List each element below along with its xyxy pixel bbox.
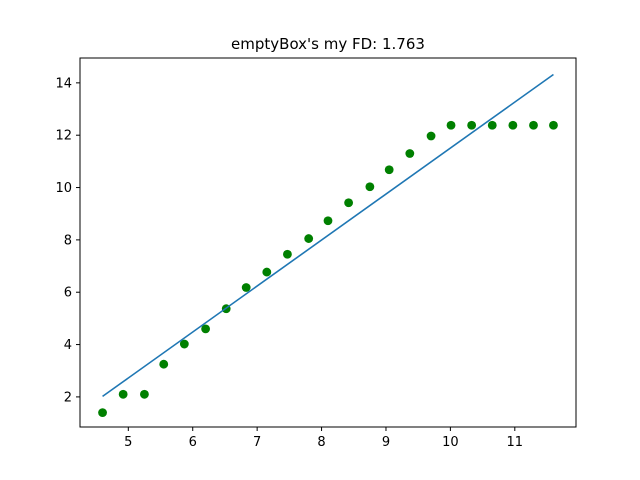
data-point	[304, 234, 314, 243]
data-point	[241, 283, 251, 292]
x-tick-label: 11	[507, 435, 524, 450]
data-point	[118, 389, 128, 399]
data-point	[446, 120, 456, 130]
x-tick-label: 6	[189, 435, 197, 450]
data-point	[405, 149, 415, 158]
data-point	[262, 267, 272, 277]
data-point	[426, 131, 436, 141]
data-point	[508, 120, 518, 130]
data-point	[467, 120, 477, 130]
data-point	[201, 324, 211, 334]
y-tick-label: 14	[55, 76, 72, 91]
data-point	[365, 182, 375, 192]
y-tick-label: 6	[64, 286, 72, 301]
x-tick-label: 5	[124, 435, 132, 450]
y-tick-label: 4	[64, 338, 72, 353]
y-tick-label: 2	[64, 390, 72, 405]
y-axis: 2 4 6 8 10 12 14	[55, 76, 80, 405]
y-tick-label: 10	[55, 181, 72, 196]
data-point	[159, 359, 169, 369]
y-tick-label: 12	[55, 129, 72, 144]
data-point	[384, 165, 394, 175]
chart-title: emptyBox's my FD: 1.763	[231, 35, 425, 53]
x-tick-label: 9	[382, 435, 390, 450]
data-point	[140, 389, 149, 399]
data-point	[283, 249, 292, 259]
x-tick-label: 7	[253, 435, 261, 450]
data-point	[529, 120, 538, 130]
data-point	[487, 120, 497, 130]
x-axis: 5 6 7 8 9 10 11	[124, 427, 523, 450]
data-point	[179, 339, 189, 349]
series-layer	[98, 73, 558, 418]
x-tick-label: 8	[317, 435, 325, 450]
data-point	[323, 216, 333, 226]
data-point	[549, 120, 558, 130]
plot-frame	[79, 57, 577, 428]
x-tick-label: 10	[442, 435, 459, 450]
y-tick-label: 8	[64, 233, 72, 248]
data-point	[344, 198, 354, 208]
fit-line	[102, 73, 554, 398]
data-point	[98, 408, 107, 418]
